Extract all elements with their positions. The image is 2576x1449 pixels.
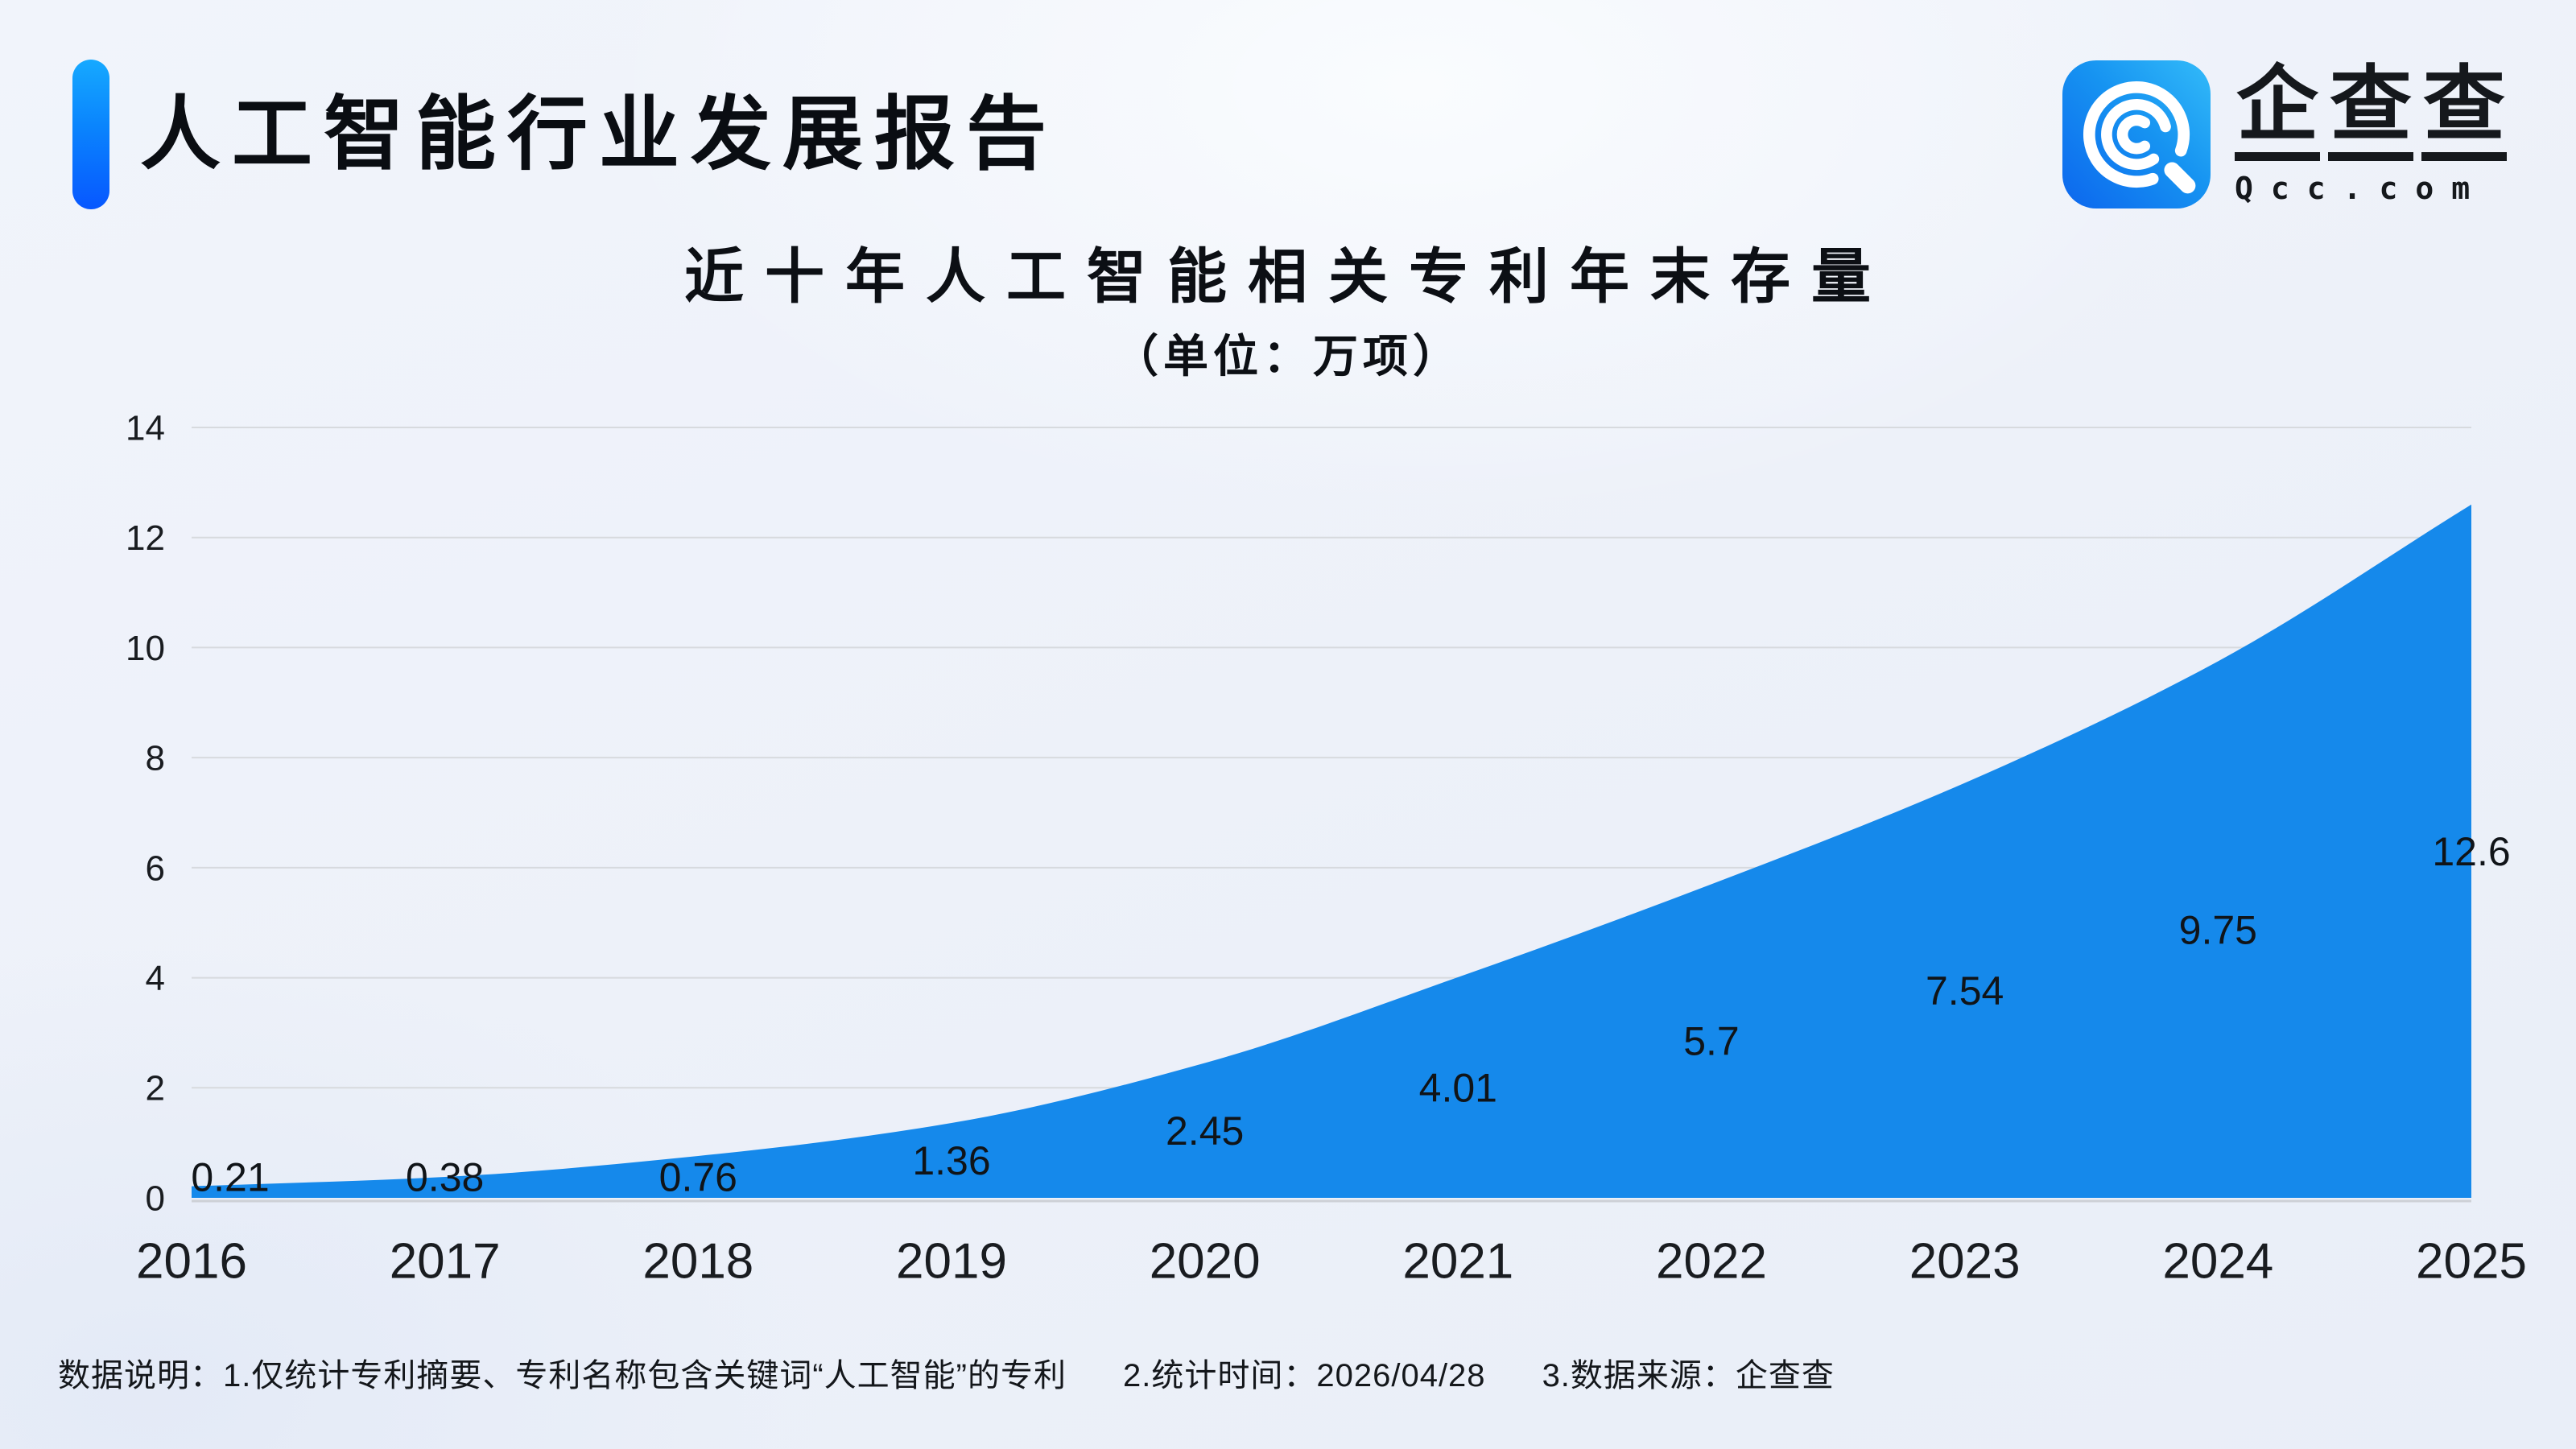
brand-text: 企 查 查 Qcc.com [2235, 64, 2507, 206]
x-tick-label: 2022 [1656, 1234, 1767, 1290]
x-tick-label: 2024 [2162, 1234, 2273, 1290]
chart-subtitle: （单位：万项） [1113, 331, 1463, 382]
data-label: 1.36 [912, 1138, 990, 1183]
data-label: 0.76 [659, 1155, 737, 1200]
footnote-scope: 数据说明：1.仅统计专利摘要、专利名称包含关键词“人工智能”的专利 [58, 1358, 1067, 1393]
y-tick-label: 4 [146, 959, 165, 998]
x-tick-label: 2019 [896, 1234, 1007, 1290]
x-tick-label: 2017 [390, 1234, 501, 1290]
data-label: 0.38 [406, 1155, 484, 1200]
brand-name-char: 企 [2235, 64, 2320, 161]
brand-name-char: 查 [2421, 64, 2507, 161]
x-tick-label: 2025 [2416, 1234, 2527, 1290]
data-label: 0.21 [191, 1155, 269, 1200]
data-label: 2.45 [1166, 1108, 1244, 1154]
x-tick-label: 2018 [642, 1234, 753, 1290]
x-tick-label: 2020 [1150, 1234, 1261, 1290]
y-tick-label: 10 [126, 629, 165, 668]
brand-domain: Qcc.com [2235, 170, 2488, 206]
report-header: 人工智能行业发展报告 企 查 查 Qcc.com [72, 58, 2507, 211]
data-label: 5.7 [1683, 1019, 1740, 1064]
magnifier-glyph [2083, 80, 2196, 194]
y-tick-label: 8 [146, 739, 165, 778]
area-series [192, 504, 2471, 1198]
y-tick-label: 2 [146, 1069, 165, 1108]
y-tick-label: 12 [126, 518, 165, 558]
footnote-date: 2.统计时间：2026/04/28 [1123, 1358, 1486, 1393]
y-tick-label: 0 [146, 1179, 165, 1218]
brand-name-char: 查 [2328, 64, 2413, 161]
brand-name: 企 查 查 [2235, 64, 2507, 161]
data-label: 9.75 [2179, 907, 2257, 952]
x-tick-label: 2016 [136, 1234, 247, 1290]
y-tick-label: 6 [146, 848, 165, 888]
header-accent-bar [72, 60, 109, 209]
x-tick-label: 2021 [1402, 1234, 1513, 1290]
footnote: 数据说明：1.仅统计专利摘要、专利名称包含关键词“人工智能”的专利 2.统计时间… [58, 1349, 1835, 1396]
qcc-logo-icon [2062, 60, 2211, 208]
chart-title: 近十年人工智能相关专利年末存量 [684, 243, 1892, 310]
page-title: 人工智能行业发展报告 [140, 89, 1058, 180]
data-label: 7.54 [1926, 968, 2004, 1013]
data-label: 4.01 [1419, 1065, 1497, 1110]
brand-logo: 企 查 查 Qcc.com [2062, 60, 2507, 208]
footnote-source: 3.数据来源：企查查 [1542, 1358, 1835, 1393]
y-tick-label: 14 [126, 408, 165, 448]
data-label: 12.6 [2432, 829, 2510, 874]
x-tick-label: 2023 [1909, 1234, 2021, 1290]
